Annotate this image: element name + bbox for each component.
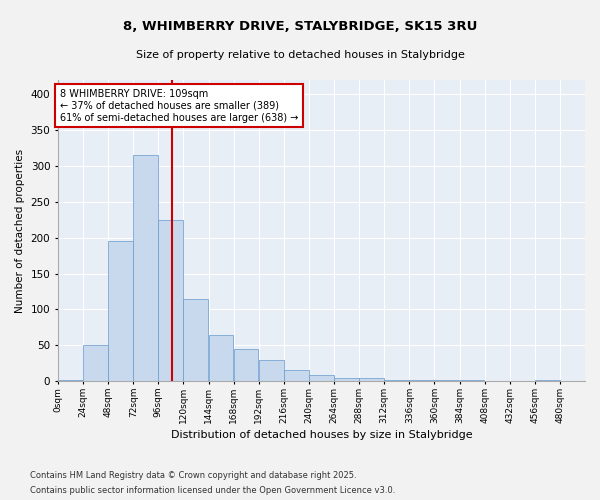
Bar <box>359 378 384 381</box>
Bar <box>58 380 83 381</box>
Text: 8 WHIMBERRY DRIVE: 109sqm
← 37% of detached houses are smaller (389)
61% of semi: 8 WHIMBERRY DRIVE: 109sqm ← 37% of detac… <box>60 90 298 122</box>
Y-axis label: Number of detached properties: Number of detached properties <box>15 148 25 312</box>
Bar <box>209 334 233 381</box>
Text: Contains HM Land Registry data © Crown copyright and database right 2025.: Contains HM Land Registry data © Crown c… <box>30 471 356 480</box>
Bar <box>158 220 183 381</box>
Bar <box>108 242 133 381</box>
Bar <box>434 380 459 381</box>
Bar <box>334 378 359 381</box>
Bar <box>83 346 108 381</box>
Text: 8, WHIMBERRY DRIVE, STALYBRIDGE, SK15 3RU: 8, WHIMBERRY DRIVE, STALYBRIDGE, SK15 3R… <box>123 20 477 33</box>
Text: Contains public sector information licensed under the Open Government Licence v3: Contains public sector information licen… <box>30 486 395 495</box>
Bar <box>409 380 434 381</box>
Bar <box>184 298 208 381</box>
Bar <box>384 380 409 381</box>
Bar <box>259 360 284 381</box>
Bar <box>133 156 158 381</box>
Bar <box>309 376 334 381</box>
Text: Size of property relative to detached houses in Stalybridge: Size of property relative to detached ho… <box>136 50 464 60</box>
Bar <box>284 370 308 381</box>
Bar <box>233 349 259 381</box>
X-axis label: Distribution of detached houses by size in Stalybridge: Distribution of detached houses by size … <box>170 430 472 440</box>
Bar <box>535 380 560 381</box>
Bar <box>460 380 484 381</box>
